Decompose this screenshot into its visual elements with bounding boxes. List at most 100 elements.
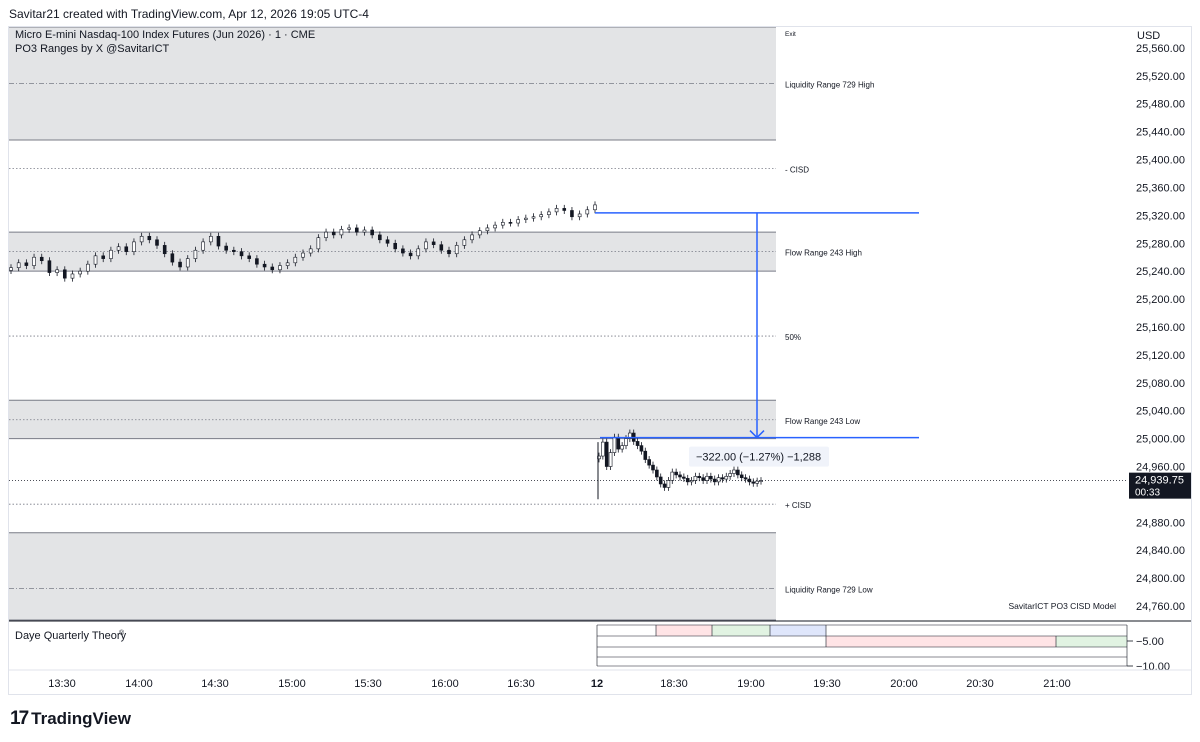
session2-candle-22 [682, 476, 686, 479]
session1-candle-61 [477, 230, 482, 236]
session1-candle-57 [447, 249, 451, 255]
y-tick-label-18: 24,800.00 [1136, 573, 1185, 585]
session1-candle-5 [47, 260, 52, 273]
session1-candle-59 [462, 239, 467, 246]
session1-candle-9 [78, 270, 82, 275]
session1-candle-36 [285, 262, 290, 266]
attribution-bar: Savitar21 created with TradingView.com, … [0, 0, 1200, 28]
session1-candle-55 [431, 241, 436, 245]
session1-candle-11 [93, 255, 98, 265]
quarterly-cell-3 [770, 625, 826, 636]
level-label-3: Flow Range 243 High [785, 249, 862, 258]
liquidity-range-729-low-zone [9, 532, 776, 620]
session1-candle-0 [9, 267, 13, 271]
session1-candle-23 [185, 258, 190, 268]
flow-range-243-low-zone [9, 400, 776, 439]
session2-candle-25 [693, 475, 698, 481]
session2-candle-26 [697, 475, 702, 478]
session1-candle-48 [378, 234, 382, 241]
session1-candle-65 [508, 222, 513, 224]
session1-candle-74 [577, 213, 582, 218]
y-tick-label-7: 25,280.00 [1136, 238, 1185, 250]
measure-label-bg [689, 446, 829, 467]
currency-label: USD [1137, 30, 1160, 42]
watermark-label: SavitarICT PO3 CISD Model [1008, 601, 1116, 611]
y-tick-label-1: 25,520.00 [1136, 71, 1185, 83]
chart-frame: Exit Liquidity Range 729 High - CISD Flow R… [8, 26, 1192, 695]
session1-candle-10 [86, 263, 90, 272]
symbol-legend[interactable]: Micro E-mini Nasdaq-100 Index Futures (J… [15, 29, 316, 41]
session2-candle-41 [755, 480, 759, 484]
brand-logo[interactable]: 17 TradingView [10, 708, 131, 730]
session1-candle-64 [500, 222, 505, 226]
session2-candle-20 [674, 471, 678, 476]
quarterly-scale-label-0: −5.00 [1136, 636, 1164, 648]
session2-candle-37 [739, 474, 744, 478]
session1-candle-44 [347, 227, 351, 230]
session2-candle-18 [666, 480, 671, 488]
session2-candle-13 [647, 459, 651, 466]
session2-candle-7 [624, 438, 628, 446]
measure-arrow-icon [749, 430, 765, 439]
session2-candle-38 [743, 477, 748, 480]
quarterly-cell-2 [712, 625, 770, 636]
session1-candle-60 [470, 234, 474, 241]
measure-label: −322.00 (−1.27%) −1,288 [696, 452, 821, 464]
session1-candle-24 [193, 249, 198, 259]
session1-candle-41 [324, 231, 328, 238]
last-price-badge [1129, 472, 1191, 499]
quarterly-title: Daye Quarterly Theory [15, 630, 127, 642]
session2-candle-5 [616, 436, 621, 450]
session1-candle-14 [116, 246, 121, 251]
session1-candle-18 [147, 235, 152, 241]
session1-candle-71 [554, 208, 559, 213]
y-tick-label-11: 25,120.00 [1136, 350, 1185, 362]
session2-candle-32 [720, 477, 725, 480]
session1-candle-31 [247, 255, 252, 259]
session1-candle-6 [55, 269, 59, 273]
x-tick-label-10: 19:30 [813, 678, 841, 690]
session1-candle-26 [208, 235, 213, 243]
session1-candle-21 [170, 253, 175, 263]
quarterly-cell-1 [656, 625, 712, 636]
session1-candle-22 [178, 261, 182, 268]
session1-candle-30 [239, 251, 244, 257]
level-label-2: - CISD [785, 166, 809, 175]
session1-candle-72 [562, 208, 567, 211]
session2-candle-10 [635, 441, 640, 446]
session2-candle-8 [628, 432, 632, 439]
session1-candle-42 [331, 231, 336, 236]
session1-candle-53 [416, 248, 421, 257]
session2-candle-14 [651, 464, 655, 471]
session1-candle-40 [316, 237, 321, 250]
session2-candle-3 [608, 452, 613, 467]
session1-candle-50 [393, 242, 398, 250]
y-tick-label-8: 25,240.00 [1136, 266, 1185, 278]
quarterly-scale-label-1: −10.00 [1136, 661, 1170, 673]
session2-candle-34 [728, 473, 732, 477]
chart-canvas[interactable]: Exit Liquidity Range 729 High - CISD Flow R… [9, 27, 1191, 694]
y-tick-label-19: 24,760.00 [1136, 601, 1185, 613]
x-tick-label-2: 14:30 [201, 678, 229, 690]
session1-candle-4 [39, 256, 44, 262]
session1-candle-63 [493, 224, 497, 229]
y-tick-label-17: 24,840.00 [1136, 545, 1185, 557]
x-tick-label-3: 15:00 [278, 678, 306, 690]
session1-candle-33 [262, 263, 267, 268]
quarterly-cell-5 [1056, 636, 1127, 647]
indicator-legend[interactable]: PO3 Ranges by X @SavitarICT [15, 43, 170, 55]
session1-candle-66 [516, 219, 520, 224]
y-tick-label-5: 25,360.00 [1136, 182, 1185, 194]
tradingview-logo-icon: 17 [10, 708, 29, 729]
session1-candle-32 [255, 258, 259, 265]
session2-candle-12 [643, 450, 648, 460]
y-tick-label-9: 25,200.00 [1136, 294, 1185, 306]
last-price-countdown: 00:33 [1135, 488, 1160, 499]
level-label-7: Liquidity Range 729 Low [785, 586, 873, 595]
level-label-4: 50% [785, 333, 801, 342]
quarterly-title-sup: ® [119, 629, 125, 637]
session2-candle-35 [732, 469, 736, 474]
session1-candle-20 [162, 245, 167, 255]
x-tick-label-1: 14:00 [125, 678, 153, 690]
session1-candle-7 [62, 269, 67, 279]
